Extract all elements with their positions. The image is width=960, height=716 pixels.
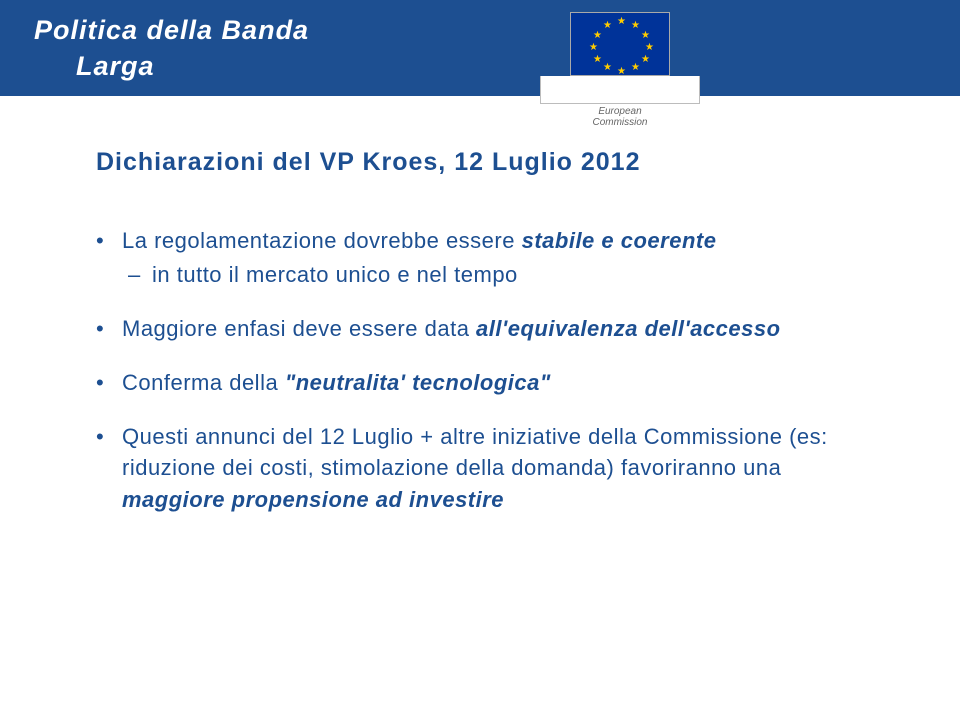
bullet-4: Questi annunci del 12 Luglio + altre ini… bbox=[96, 421, 886, 517]
bullet-1-emph: stabile e coerente bbox=[522, 228, 717, 253]
bullet-2: Maggiore enfasi deve essere data all'equ… bbox=[96, 313, 886, 345]
bullet-4-emph: maggiore propensione ad investire bbox=[122, 487, 504, 512]
eu-stars-icon: ★ ★ ★ ★ ★ ★ ★ ★ ★ ★ ★ ★ bbox=[571, 13, 669, 75]
bullet-1-text: La regolamentazione dovrebbe essere bbox=[122, 228, 522, 253]
logo-caption-line-1: European bbox=[540, 106, 700, 117]
logo-caption: European Commission bbox=[540, 106, 700, 128]
bullet-3-emph: "neutralita' tecnologica" bbox=[285, 370, 551, 395]
logo-base-bar bbox=[540, 76, 700, 104]
bullet-3: Conferma della "neutralita' tecnologica" bbox=[96, 367, 886, 399]
ec-logo: ★ ★ ★ ★ ★ ★ ★ ★ ★ ★ ★ ★ European Commiss… bbox=[540, 12, 700, 128]
bullet-2-emph: all'equivalenza dell'accesso bbox=[476, 316, 781, 341]
bullet-4-text: Questi annunci del 12 Luglio + altre ini… bbox=[122, 424, 828, 481]
subtitle: Dichiarazioni del VP Kroes, 12 Luglio 20… bbox=[96, 148, 886, 177]
bullet-1-sub: in tutto il mercato unico e nel tempo bbox=[122, 259, 886, 291]
title-line-1: Politica della Banda bbox=[34, 12, 309, 48]
title-line-2: Larga bbox=[34, 48, 309, 84]
bullet-1: La regolamentazione dovrebbe essere stab… bbox=[96, 225, 886, 291]
bullet-3-text: Conferma della bbox=[122, 370, 285, 395]
bullet-list: La regolamentazione dovrebbe essere stab… bbox=[96, 225, 886, 516]
eu-flag-icon: ★ ★ ★ ★ ★ ★ ★ ★ ★ ★ ★ ★ bbox=[570, 12, 670, 76]
bullet-1-sub-list: in tutto il mercato unico e nel tempo bbox=[122, 259, 886, 291]
header-bar: Politica della Banda Larga ★ ★ ★ ★ ★ ★ ★… bbox=[0, 0, 960, 96]
slide-title: Politica della Banda Larga bbox=[34, 12, 309, 85]
logo-caption-line-2: Commission bbox=[540, 117, 700, 128]
content-area: Dichiarazioni del VP Kroes, 12 Luglio 20… bbox=[96, 148, 886, 538]
bullet-2-text: Maggiore enfasi deve essere data bbox=[122, 316, 476, 341]
